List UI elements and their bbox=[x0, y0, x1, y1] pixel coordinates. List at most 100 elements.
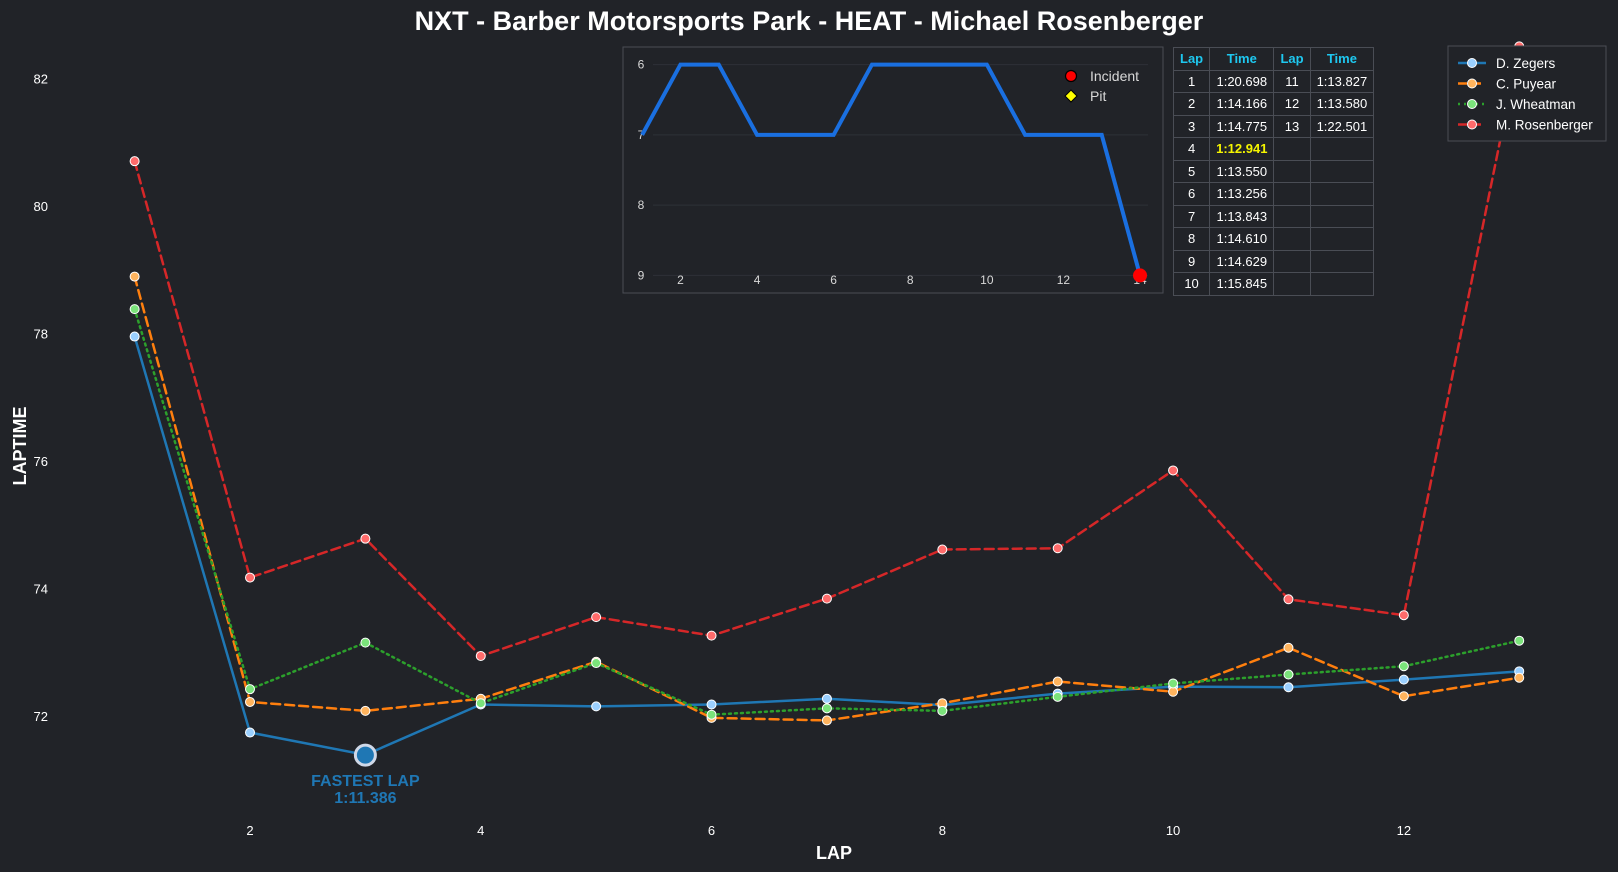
series-point bbox=[475, 698, 486, 709]
table-cell: 9 bbox=[1172, 249, 1211, 273]
incident-legend-marker bbox=[1064, 69, 1078, 83]
table-cell: 1:13.580 bbox=[1309, 92, 1375, 116]
inset-x-tick-label: 12 bbox=[1057, 273, 1071, 287]
table-cell: 5 bbox=[1172, 159, 1211, 183]
legend-label: D. Zegers bbox=[1496, 56, 1556, 71]
series-point bbox=[360, 637, 371, 648]
table-row: 6 1:13.256 bbox=[1172, 182, 1375, 206]
pit-legend-marker bbox=[1064, 89, 1078, 103]
series-point bbox=[937, 705, 948, 716]
table-cell: 1:14.166 bbox=[1209, 92, 1275, 116]
series-point bbox=[1514, 635, 1525, 646]
header-time-1: Time bbox=[1209, 47, 1275, 71]
series-point bbox=[129, 271, 140, 282]
table-cell: 1:14.610 bbox=[1209, 227, 1275, 251]
inset-y-tick-label: 7 bbox=[638, 128, 645, 142]
y-tick-label: 80 bbox=[34, 199, 48, 214]
table-cell bbox=[1273, 137, 1311, 161]
table-cell bbox=[1273, 182, 1311, 206]
table-cell: 13 bbox=[1273, 114, 1311, 138]
table-cell: 1:12.941 bbox=[1209, 137, 1275, 161]
table-cell bbox=[1273, 249, 1311, 273]
series-point bbox=[1052, 543, 1063, 554]
y-axis-label: LAPTIME bbox=[10, 407, 30, 486]
x-tick-label: 2 bbox=[246, 823, 253, 838]
table-cell bbox=[1273, 227, 1311, 251]
inset-frame bbox=[622, 46, 1164, 294]
legend-swatch-marker bbox=[1467, 119, 1477, 130]
series-point bbox=[1052, 691, 1063, 702]
table-cell bbox=[1273, 159, 1311, 183]
series-point bbox=[360, 705, 371, 716]
table-row: 8 1:14.610 bbox=[1172, 227, 1375, 251]
table-row: 10 1:15.845 bbox=[1172, 272, 1375, 296]
table-cell bbox=[1309, 272, 1375, 296]
table-cell: 2 bbox=[1172, 92, 1211, 116]
pit-legend-label: Pit bbox=[1090, 88, 1106, 104]
legend-swatch-marker bbox=[1467, 58, 1477, 68]
series-point bbox=[360, 533, 371, 544]
fastest-lap-marker bbox=[353, 743, 377, 767]
series-point bbox=[1398, 661, 1409, 672]
table-cell: 1:20.698 bbox=[1209, 69, 1275, 93]
table-cell bbox=[1309, 182, 1375, 206]
inset-x-tick-label: 10 bbox=[980, 273, 994, 287]
inset-legend: Incident Pit bbox=[1064, 68, 1139, 104]
legend-swatch-marker bbox=[1467, 78, 1477, 89]
legend: D. Zegers C. Puyear J. Wheatman M. Rosenber… bbox=[1447, 45, 1607, 142]
series-point bbox=[129, 156, 140, 167]
series-point bbox=[1283, 642, 1294, 653]
series-point bbox=[1052, 676, 1063, 687]
inset-y-tick-label: 9 bbox=[638, 268, 645, 282]
table-cell: 1:14.775 bbox=[1209, 114, 1275, 138]
series-point bbox=[245, 727, 255, 738]
table-cell bbox=[1309, 204, 1375, 228]
table-cell: 1:13.256 bbox=[1209, 182, 1275, 206]
series-point bbox=[821, 593, 832, 604]
inset-x-tick-label: 4 bbox=[754, 273, 761, 287]
table-row: 2 1:14.166 12 1:13.580 bbox=[1172, 92, 1375, 116]
table-cell: 1 bbox=[1172, 69, 1211, 93]
series-line bbox=[133, 275, 1521, 722]
table-cell: 1:22.501 bbox=[1309, 114, 1375, 138]
table-cell: 1:15.845 bbox=[1209, 272, 1275, 296]
series-point bbox=[1168, 678, 1179, 689]
series-point bbox=[1398, 610, 1409, 621]
table-cell: 3 bbox=[1172, 114, 1211, 138]
table-row: 3 1:14.775 13 1:22.501 bbox=[1172, 114, 1375, 138]
series-line bbox=[133, 335, 1521, 757]
chart-title: NXT - Barber Motorsports Park - HEAT - M… bbox=[415, 6, 1204, 36]
fastest-lap-value: 1:11.386 bbox=[334, 790, 396, 807]
inset-y-tick-label: 6 bbox=[638, 58, 645, 72]
table-cell bbox=[1273, 204, 1311, 228]
table-header-row: Lap Time Lap Time bbox=[1172, 47, 1375, 71]
table-cell: 1:13.550 bbox=[1209, 159, 1275, 183]
header-lap-1: Lap bbox=[1172, 47, 1211, 71]
series-point bbox=[245, 572, 255, 583]
legend-label: J. Wheatman bbox=[1496, 97, 1576, 112]
header-lap-2: Lap bbox=[1273, 47, 1311, 71]
series-point bbox=[129, 304, 140, 315]
y-tick-label: 78 bbox=[34, 326, 48, 341]
table-cell bbox=[1309, 249, 1375, 273]
header-time-2: Time bbox=[1309, 47, 1375, 71]
legend-label: M. Rosenberger bbox=[1496, 118, 1593, 133]
series-point bbox=[1168, 465, 1179, 476]
table-row: 1 1:20.698 11 1:13.827 bbox=[1172, 69, 1375, 93]
fastest-lap-annotation: FASTEST LAP 1:11.386 bbox=[311, 743, 420, 807]
series-point bbox=[475, 651, 486, 662]
series-point bbox=[706, 699, 717, 710]
series-point bbox=[1283, 669, 1294, 680]
x-tick-label: 4 bbox=[477, 823, 484, 838]
table-cell: 7 bbox=[1172, 204, 1211, 228]
inset-x-tick-label: 6 bbox=[830, 273, 837, 287]
series-point bbox=[591, 612, 602, 623]
x-tick-label: 8 bbox=[939, 823, 946, 838]
table-cell: 6 bbox=[1172, 182, 1211, 206]
table-cell: 12 bbox=[1273, 92, 1311, 116]
table-cell: 10 bbox=[1172, 272, 1211, 296]
x-tick-label: 10 bbox=[1166, 823, 1180, 838]
table-cell: 4 bbox=[1172, 137, 1211, 161]
series-point bbox=[1398, 691, 1409, 702]
